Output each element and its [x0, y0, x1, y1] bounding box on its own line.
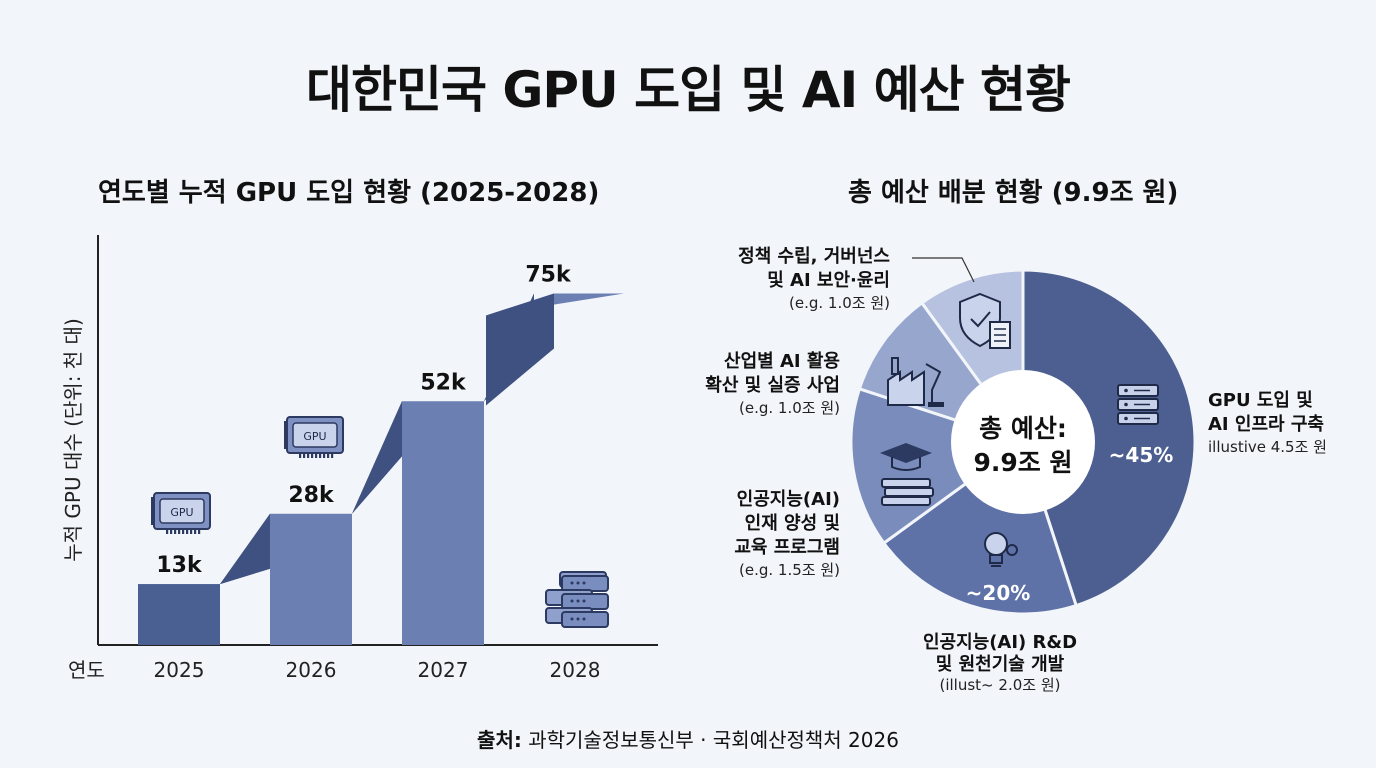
center-label-line-1: 총 예산:: [979, 414, 1067, 443]
graduation-cap-books-icon: [880, 443, 934, 506]
svg-text:GPU: GPU: [170, 506, 193, 519]
callout-label-4-line-1: 산업별 AI 활용: [724, 351, 840, 372]
callout-label-3-line-1: 인공지능(AI): [737, 489, 840, 510]
bar-2026: [270, 513, 352, 645]
callout-label-1-line-2: AI 인프라 구축: [1208, 414, 1324, 435]
step-connector-face-2026: [352, 401, 402, 514]
bar-chart-title: 연도별 누적 GPU 도입 현황 (2025-2028): [98, 178, 600, 208]
step-connector-2028: [486, 293, 554, 406]
pie-pct-label-1: ~45%: [1109, 443, 1174, 467]
source-prefix: 출처:: [477, 728, 522, 752]
pie-slice-3: [849, 386, 1027, 546]
bar-2027: [402, 401, 484, 645]
source-text: 과학기술정보통신부 · 국회예산정책처 2026: [521, 728, 899, 752]
callout-label-2-line-1: 인공지능(AI) R&D: [923, 632, 1077, 653]
center-label-line-2: 9.9조 원: [974, 448, 1073, 477]
callout-label-1-line-1: GPU 도입 및: [1208, 389, 1313, 411]
tick-label-2025: 2025: [154, 658, 205, 682]
callout-label-4-line-2: 확산 및 실증 사업: [705, 375, 840, 396]
callout-label-5-line-1: 정책 수립, 거버넌스: [738, 246, 890, 267]
main-title: 대한민국 GPU 도입 및 AI 예산 현황: [305, 61, 1071, 119]
pie-slice-1: [1021, 268, 1197, 608]
value-label-2025: 13k: [156, 553, 203, 578]
pie-chart-title: 총 예산 배분 현황 (9.9조 원): [848, 178, 1179, 208]
tick-label-2027: 2027: [418, 658, 469, 682]
bar-2025: [138, 584, 220, 645]
bar-chart: 누적 GPU 대수 (단위: 천 대) 연도 13k 28k 52k 75k 2025…: [61, 235, 658, 682]
callout-label-3-line-2: 인재 양성 및: [745, 513, 840, 534]
pie-slice-2: [881, 439, 1079, 616]
source-line: 출처: 과학기술정보통신부 · 국회예산정책처 2026: [0, 724, 1376, 753]
callout-label-5-line-2: 및 AI 보안·윤리: [767, 270, 890, 291]
pie-slice-5: [919, 268, 1025, 447]
value-label-2028: 75k: [525, 262, 572, 287]
callout-note-3: (e.g. 1.5조 원): [739, 561, 840, 579]
callout-leader-line: [912, 257, 975, 283]
step-connector-face-2025: [220, 513, 270, 585]
pie-pct-label-2: ~20%: [966, 581, 1031, 605]
value-label-2026: 28k: [288, 483, 335, 508]
shield-document-icon: [959, 292, 1011, 349]
callout-label-2-line-2: 및 원천기술 개발: [936, 654, 1065, 675]
tick-label-2026: 2026: [286, 658, 337, 682]
callout-note-5: (e.g. 1.0조 원): [789, 294, 890, 312]
x-axis-label: 연도: [68, 658, 105, 682]
y-axis-label: 누적 GPU 대수 (단위: 천 대): [61, 318, 85, 562]
callout-note-4: (e.g. 1.0조 원): [739, 399, 840, 417]
pie-slice-4: [857, 300, 1027, 445]
server-rack-icon: [545, 571, 609, 628]
tick-label-2028: 2028: [550, 658, 601, 682]
gpu-card-icon: GPU: [151, 492, 211, 534]
callout-label-3-line-3: 교육 프로그램: [734, 537, 840, 558]
callout-note-2: (illust~ 2.0조 원): [940, 676, 1061, 694]
factory-robot-icon: [887, 357, 944, 407]
gpu-card-icon: GPU: [284, 416, 344, 458]
lightbulb-gear-icon: [984, 532, 1018, 567]
value-label-2027: 52k: [420, 370, 467, 395]
server-icon: [1117, 384, 1159, 425]
callout-note-1: illustive 4.5조 원: [1208, 438, 1327, 456]
svg-text:GPU: GPU: [303, 430, 326, 443]
donut-hole: [951, 370, 1095, 514]
